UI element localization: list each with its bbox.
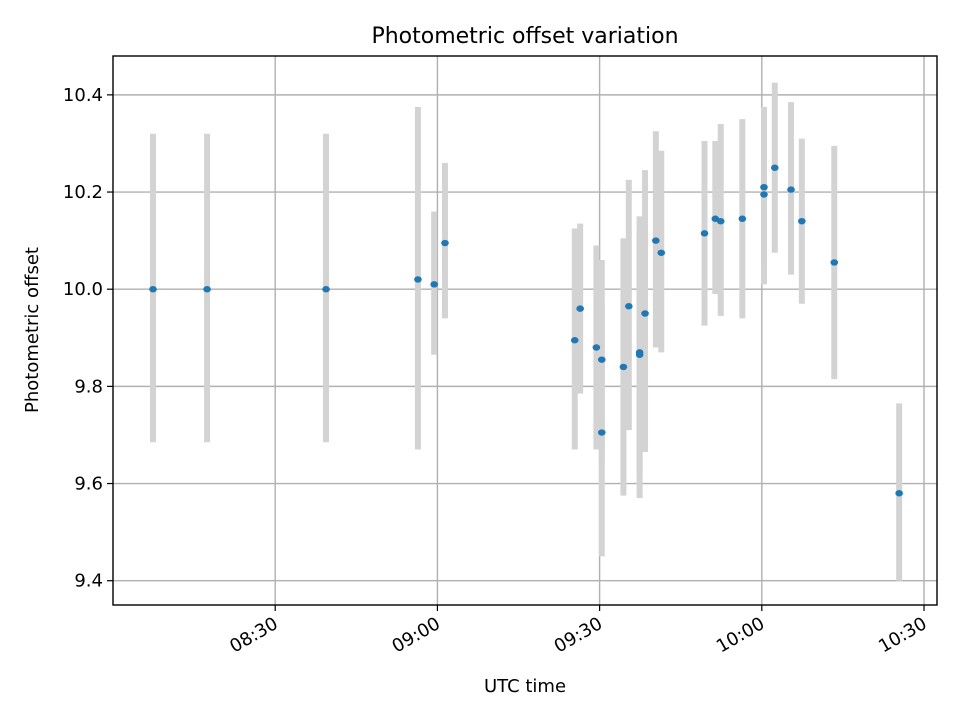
data-point [787, 186, 795, 193]
y-tick-label: 10.4 [63, 85, 103, 106]
y-tick-label: 9.6 [74, 474, 103, 495]
y-tick-label: 10.2 [63, 182, 103, 203]
data-point [716, 217, 725, 225]
data-point [635, 351, 644, 358]
data-point [798, 217, 806, 225]
data-point [760, 191, 768, 198]
x-axis: 08:30 09:00 09:30 10:00 10:30 [226, 605, 931, 657]
data-point [149, 286, 157, 293]
data-point [760, 183, 768, 191]
data-point [625, 303, 633, 310]
data-point [203, 286, 211, 293]
data-point [430, 281, 438, 288]
data-point [322, 286, 330, 293]
data-point [576, 305, 584, 312]
data-point [414, 276, 422, 283]
x-axis-label: UTC time [484, 676, 566, 697]
chart-title: Photometric offset variation [371, 24, 678, 49]
x-tick-label: 10:00 [713, 613, 768, 657]
x-tick-label: 09:00 [388, 613, 443, 657]
y-axis: 9.4 9.6 9.8 10.0 10.2 10.4 [63, 85, 113, 592]
y-tick-label: 10.0 [63, 279, 103, 300]
errorbar-layer [150, 82, 903, 581]
y-tick-label: 9.4 [74, 571, 103, 592]
data-point [597, 356, 606, 363]
data-point [592, 344, 601, 351]
data-point [570, 337, 579, 344]
data-point [738, 215, 747, 222]
y-axis-label: Photometric offset [22, 247, 43, 413]
x-tick-label: 08:30 [226, 613, 281, 657]
data-point [830, 259, 839, 266]
data-point [895, 490, 903, 497]
x-tick-label: 10:30 [875, 613, 930, 657]
data-point [619, 363, 628, 371]
data-point [441, 239, 449, 247]
data-point [652, 237, 660, 244]
y-tick-label: 9.8 [74, 376, 103, 397]
point-layer [149, 164, 903, 497]
data-point [641, 310, 649, 317]
data-point [657, 249, 666, 256]
plot-frame [112, 55, 938, 606]
grid-layer [113, 56, 937, 605]
x-tick-label: 09:30 [551, 613, 606, 657]
data-point [597, 429, 606, 436]
data-point [770, 164, 779, 171]
data-point [700, 230, 709, 237]
